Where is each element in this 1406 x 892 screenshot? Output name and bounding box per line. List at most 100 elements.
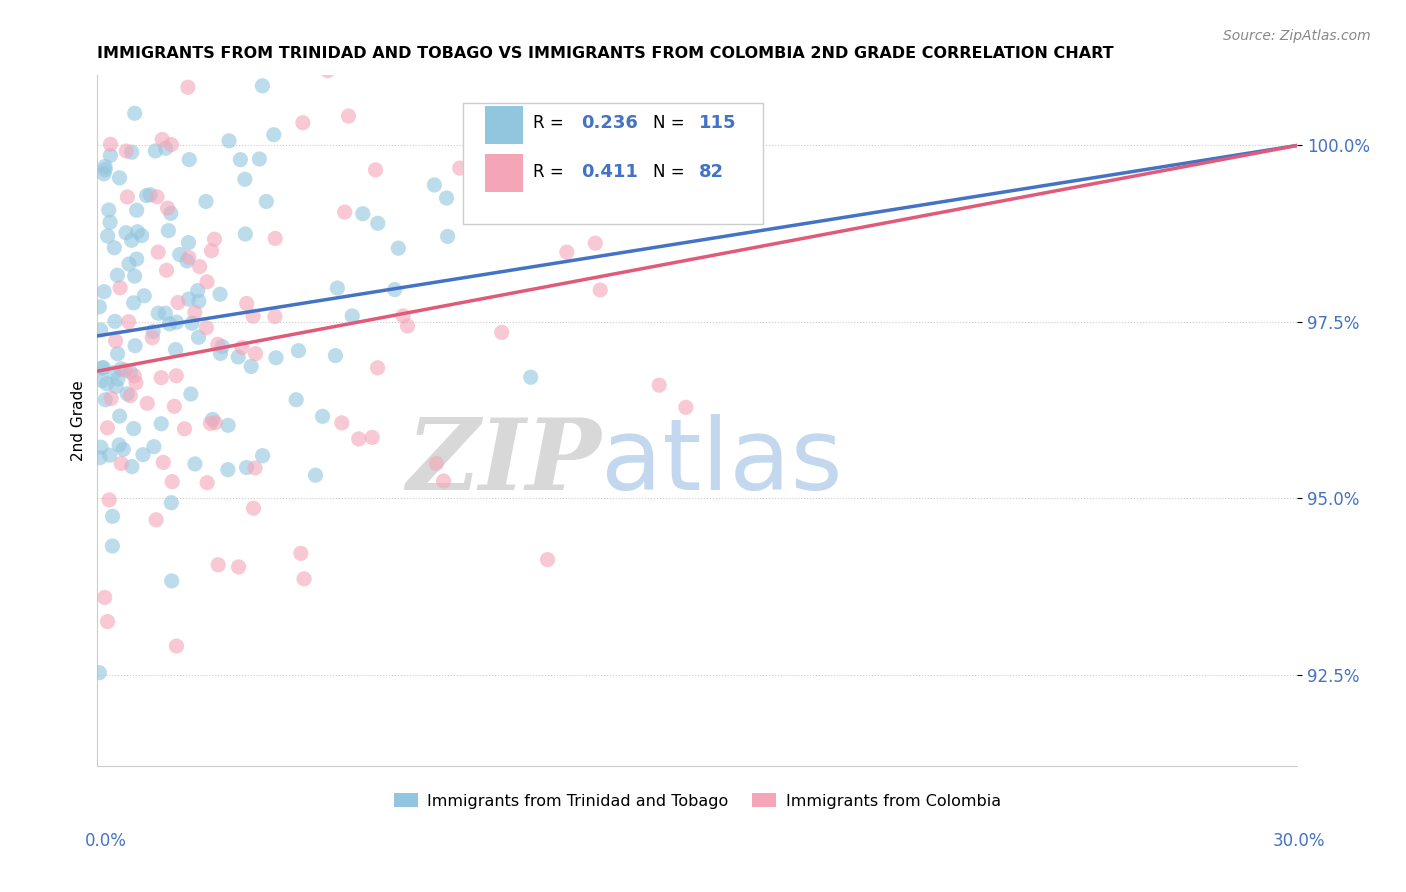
Point — [124, 339, 146, 353]
Text: Source: ZipAtlas.com: Source: ZipAtlas.com — [1223, 29, 1371, 43]
Point — [263, 128, 285, 142]
Point — [142, 440, 165, 454]
Point — [107, 347, 129, 361]
Point — [519, 370, 541, 384]
Point — [89, 300, 111, 314]
Point — [311, 409, 333, 424]
Point — [142, 325, 165, 339]
Point — [121, 145, 143, 160]
Point — [367, 216, 389, 230]
Text: 0.236: 0.236 — [581, 114, 638, 132]
Point — [89, 450, 111, 465]
Point — [122, 421, 145, 435]
Point — [209, 346, 232, 360]
Point — [207, 558, 229, 572]
Point — [114, 363, 136, 377]
Point — [176, 254, 198, 268]
Point — [91, 374, 114, 388]
Point — [180, 387, 202, 401]
Point — [207, 337, 229, 351]
Point — [181, 316, 204, 330]
Point — [242, 309, 264, 323]
Point — [157, 224, 180, 238]
Point — [432, 474, 454, 488]
Point — [423, 178, 446, 192]
Point — [155, 263, 177, 277]
Point — [367, 360, 389, 375]
Point — [105, 379, 128, 393]
Point — [436, 191, 458, 205]
FancyBboxPatch shape — [464, 103, 763, 224]
Point — [675, 401, 697, 415]
Point — [392, 309, 415, 323]
Point — [195, 275, 218, 289]
Point — [177, 80, 200, 95]
Point — [361, 430, 384, 444]
Point — [121, 233, 143, 247]
Point — [97, 615, 120, 629]
Text: 82: 82 — [699, 162, 724, 181]
Point — [195, 320, 218, 334]
Point — [97, 202, 120, 217]
Point — [264, 351, 287, 365]
Point — [97, 229, 120, 244]
Text: 30.0%: 30.0% — [1272, 831, 1326, 849]
Point — [98, 492, 121, 507]
Point — [117, 315, 139, 329]
Point — [117, 386, 139, 401]
Point — [304, 468, 326, 483]
Point — [204, 232, 226, 246]
Point — [122, 296, 145, 310]
Text: IMMIGRANTS FROM TRINIDAD AND TOBAGO VS IMMIGRANTS FROM COLOMBIA 2ND GRADE CORREL: IMMIGRANTS FROM TRINIDAD AND TOBAGO VS I… — [97, 46, 1114, 62]
Point — [98, 148, 121, 162]
Point — [104, 314, 127, 328]
Point — [93, 167, 115, 181]
Point — [159, 206, 181, 220]
Point — [194, 194, 217, 209]
Text: 0.0%: 0.0% — [84, 831, 127, 849]
Point — [316, 63, 339, 78]
Point — [110, 457, 132, 471]
Point — [90, 440, 112, 454]
Point — [229, 153, 252, 167]
Point — [330, 416, 353, 430]
Point — [425, 457, 447, 471]
Point — [326, 281, 349, 295]
Point — [589, 283, 612, 297]
Point — [290, 546, 312, 560]
Point — [131, 0, 153, 13]
Point — [103, 366, 125, 380]
Point — [91, 360, 114, 375]
Y-axis label: 2nd Grade: 2nd Grade — [72, 380, 86, 461]
Point — [94, 162, 117, 177]
Point — [150, 132, 173, 146]
Point — [285, 392, 308, 407]
Text: ZIP: ZIP — [406, 414, 602, 510]
Point — [160, 137, 183, 152]
Point — [146, 190, 169, 204]
Text: R =: R = — [533, 162, 569, 181]
Point — [254, 194, 277, 209]
Point — [125, 252, 148, 266]
Point — [536, 552, 558, 566]
Point — [242, 501, 264, 516]
Point — [115, 226, 138, 240]
Point — [166, 639, 188, 653]
Point — [100, 392, 122, 406]
Point — [163, 400, 186, 414]
Point — [436, 229, 458, 244]
Point — [108, 281, 131, 295]
Point — [218, 134, 240, 148]
Point — [124, 269, 146, 284]
Point — [96, 376, 118, 391]
Point — [155, 141, 177, 155]
Point — [135, 188, 157, 202]
Point — [141, 331, 163, 345]
Point — [143, 144, 166, 158]
Text: R =: R = — [533, 114, 569, 132]
FancyBboxPatch shape — [485, 154, 523, 193]
Point — [682, 210, 704, 224]
Point — [342, 309, 364, 323]
Point — [120, 365, 142, 379]
Text: atlas: atlas — [602, 414, 844, 510]
